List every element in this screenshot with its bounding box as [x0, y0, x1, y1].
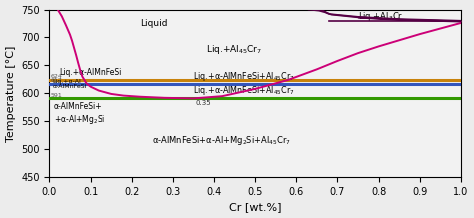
- Text: Liq.+Al$_3$Cr: Liq.+Al$_3$Cr: [358, 10, 403, 23]
- Text: α-AlMnFeSi+α-Al+Mg$_2$Si+Al$_{45}$Cr$_7$: α-AlMnFeSi+α-Al+Mg$_2$Si+Al$_{45}$Cr$_7$: [152, 134, 292, 147]
- Text: 0.35: 0.35: [195, 100, 211, 106]
- Text: 591: 591: [51, 93, 63, 98]
- Text: 617: 617: [51, 78, 63, 83]
- Text: Liq.+α-AlMnFeSi: Liq.+α-AlMnFeSi: [60, 68, 122, 77]
- Text: 624: 624: [51, 74, 63, 79]
- Text: α-AlMnFeSi+
+α-Al+Mg$_2$Si: α-AlMnFeSi+ +α-Al+Mg$_2$Si: [54, 102, 105, 126]
- Text: α-AlMnFeSi: α-AlMnFeSi: [53, 83, 87, 89]
- Text: Liq.+α-AlMnFeSi+Al$_{45}$Cr$_7$: Liq.+α-AlMnFeSi+Al$_{45}$Cr$_7$: [193, 70, 295, 83]
- Text: Liq.+Al$_{45}$Cr$_7$: Liq.+Al$_{45}$Cr$_7$: [206, 43, 262, 56]
- Text: Liq.+α-AlMnFeSi+Al$_{45}$Cr$_7$: Liq.+α-AlMnFeSi+Al$_{45}$Cr$_7$: [193, 83, 295, 97]
- X-axis label: Cr [wt.%]: Cr [wt.%]: [229, 203, 282, 213]
- Text: Liq.+α-Al: Liq.+α-Al: [53, 78, 82, 83]
- Text: Liquid: Liquid: [140, 19, 167, 28]
- Y-axis label: Temperature [°C]: Temperature [°C]: [6, 45, 16, 141]
